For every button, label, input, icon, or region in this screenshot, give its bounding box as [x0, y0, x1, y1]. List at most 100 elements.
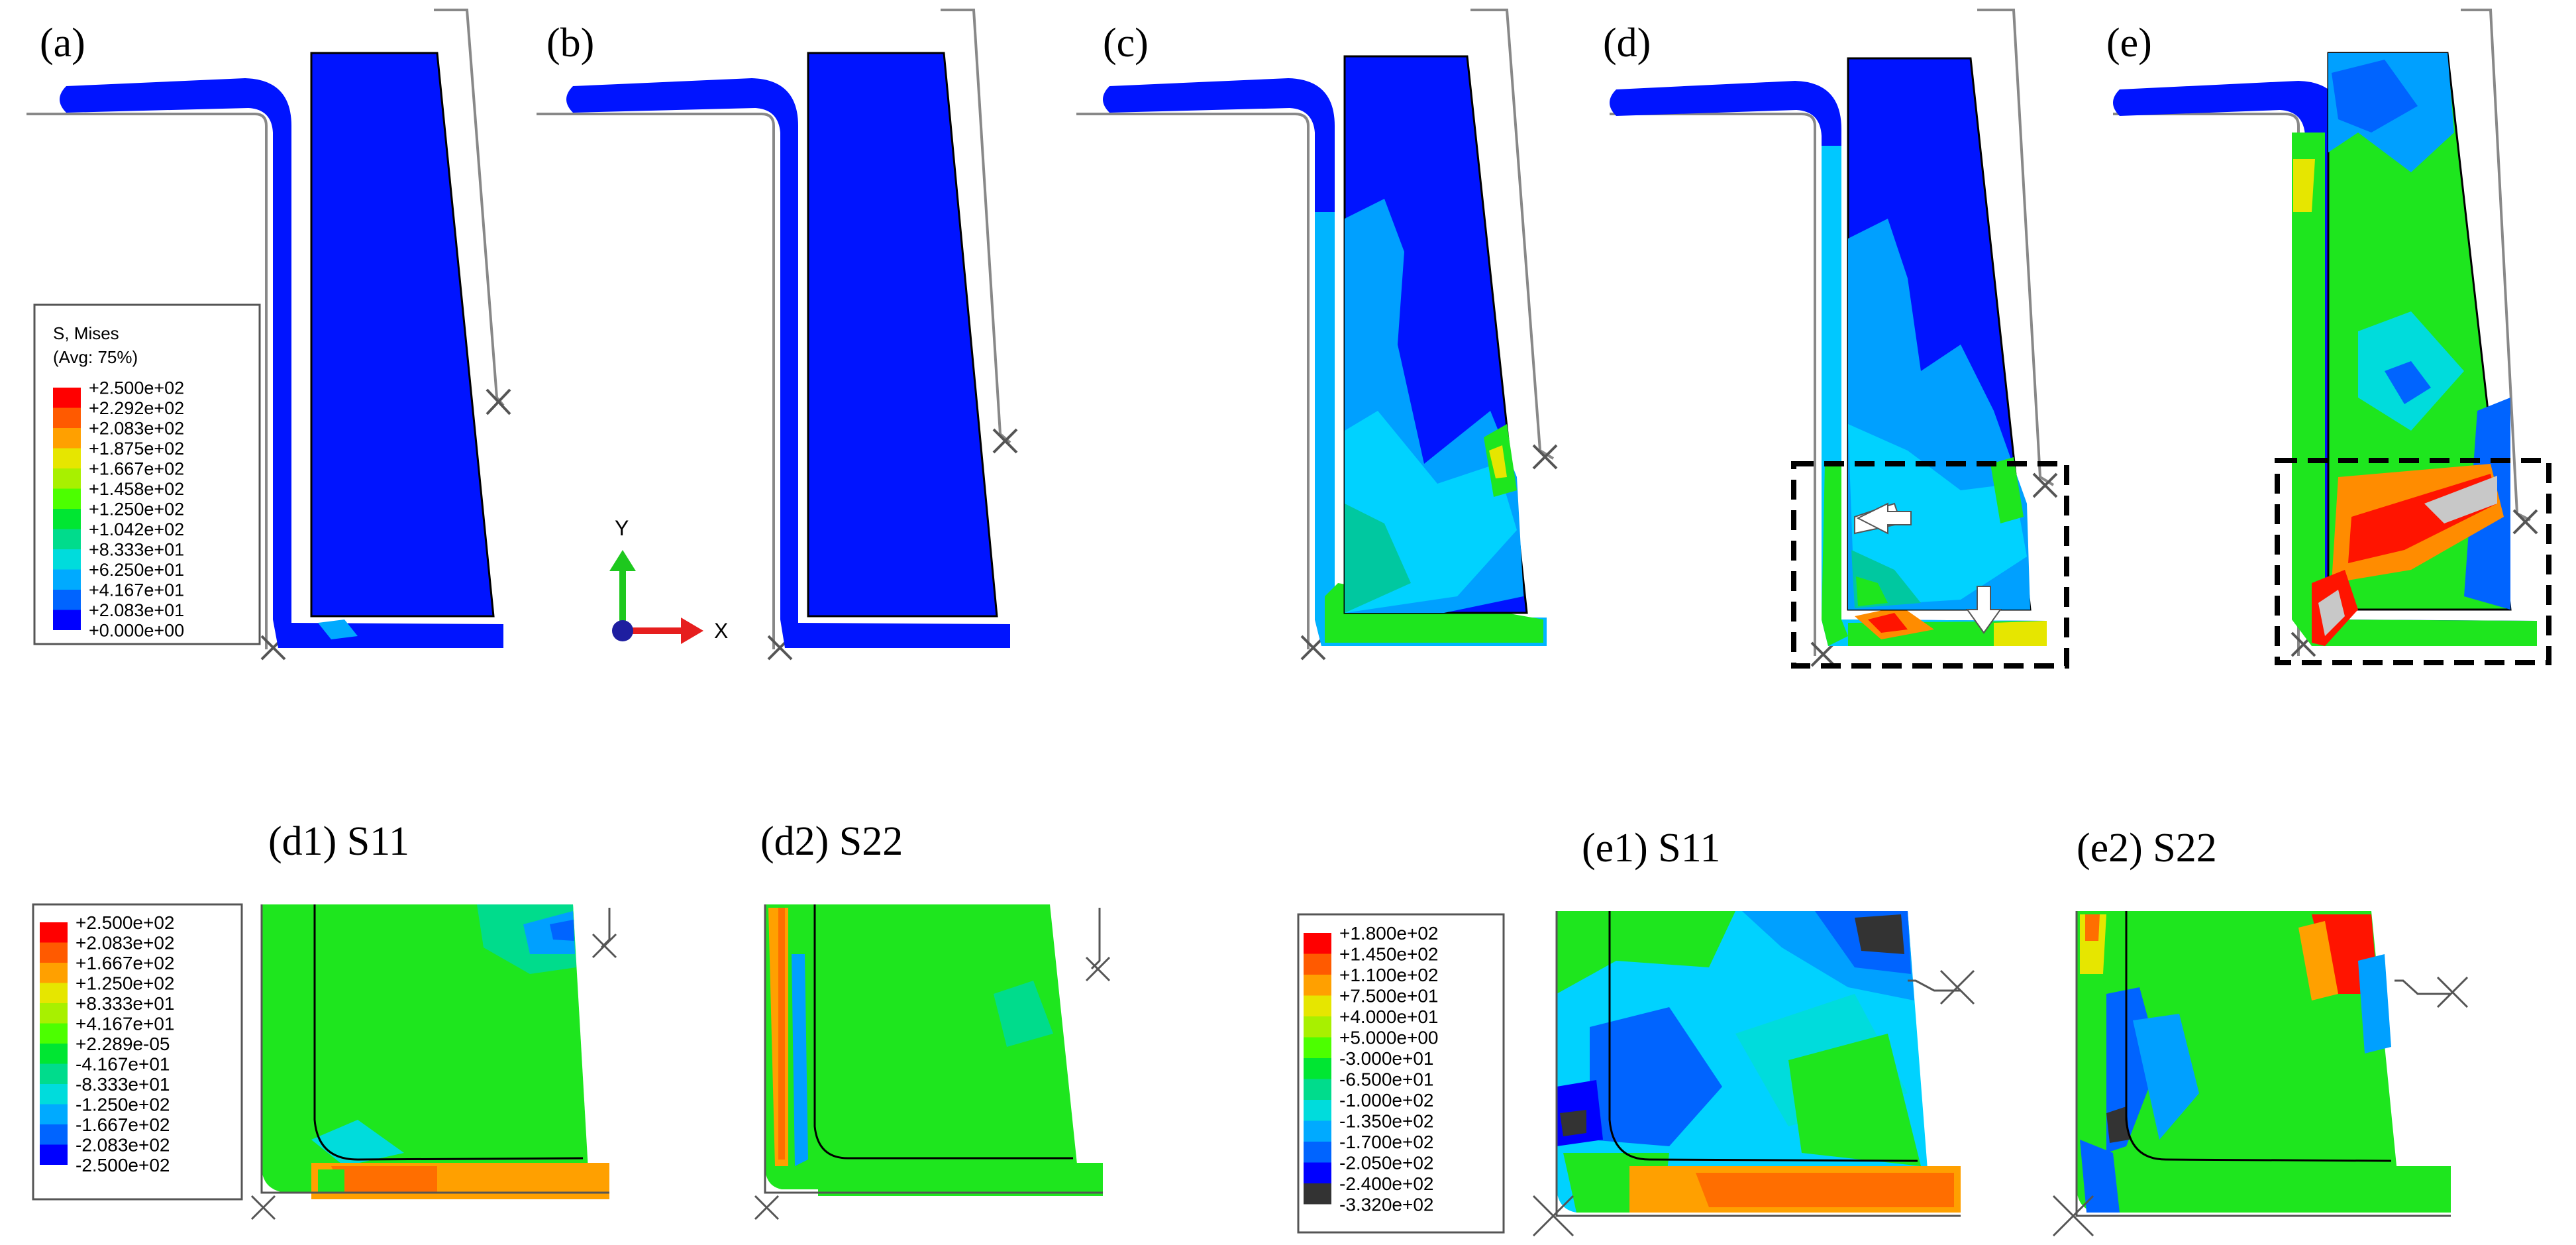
panel-d-contour-red [1868, 613, 1908, 633]
legend-mises-value: +1.458e+02 [89, 479, 184, 499]
panel-b-die-line [941, 9, 1011, 444]
panel-e1-label: (e1) S11 [1582, 826, 1721, 871]
panel-a: (a) [26, 9, 511, 661]
legend-mises-swatch [53, 488, 81, 509]
legend-mises: S, Mises (Avg: 75%) +2.500e+02+2.292e+02… [33, 303, 261, 645]
legend-d-value: -1.250e+02 [76, 1094, 170, 1114]
panel-e1: (e1) S11 [1532, 826, 1975, 1237]
panel-c: (c) [1076, 9, 1558, 661]
panel-e2: (e2) S22 [2052, 826, 2469, 1237]
legend-mises-subtitle: (Avg: 75%) [53, 347, 138, 367]
legend-d-swatch [40, 1023, 68, 1044]
panel-e2-sheet-outline [2075, 911, 2451, 1217]
legend-d-swatch [40, 1003, 68, 1024]
panel-e2-contour-orange-right [2298, 921, 2338, 1001]
panel-d1-contour-blue [550, 920, 574, 941]
panel-e1-node-marker [1939, 969, 1975, 1005]
panel-e-contour-blue-spot [2385, 361, 2431, 404]
legend-mises-swatch [53, 590, 81, 610]
legend-mises-value: +1.667e+02 [89, 459, 184, 478]
legend-mises-swatch [53, 529, 81, 549]
legend-mises-value: +1.250e+02 [89, 499, 184, 519]
panel-d2-die-line [1090, 908, 1101, 970]
legend-mises-swatch [53, 509, 81, 529]
panel-d2-label: (d2) S22 [760, 819, 903, 864]
legend-d-swatch [40, 1063, 68, 1084]
legend-d-value: +1.667e+02 [76, 953, 175, 973]
panel-e-sheet-yellow [2293, 159, 2315, 212]
x-axis-arrowhead [681, 618, 703, 644]
panel-d-flange-yellow [1994, 621, 2047, 646]
panel-e2-punch-outline [2125, 911, 2392, 1162]
legend-mises-swatch [53, 610, 81, 630]
panel-d-corner-marker [1810, 641, 1836, 667]
legend-mises-swatch [53, 428, 81, 449]
panel-e-corner-grey [2318, 590, 2345, 636]
panel-e2-corner-marker [2052, 1195, 2094, 1237]
legend-d-swatch [40, 942, 68, 963]
panel-b-sheet [566, 78, 1010, 648]
legend-mises-values: +2.500e+02+2.292e+02+2.083e+02+1.875e+02… [89, 378, 184, 640]
panel-d2-field [765, 904, 1080, 1189]
legend-d-swatch [40, 1144, 68, 1165]
legend-d-value: +2.289e-05 [76, 1034, 170, 1054]
panel-d-sheet-contour-green [1822, 464, 1848, 646]
panel-d-label: (d) [1603, 21, 1651, 66]
legend-d-value: +2.500e+02 [76, 912, 175, 933]
panel-b: (b) [537, 9, 1018, 661]
axes-triad: Y X [609, 516, 728, 644]
legend-mises-value: +1.875e+02 [89, 439, 184, 459]
panel-e-guide-line [2113, 113, 2300, 656]
panel-e1-flange-red [1696, 1173, 1954, 1207]
panel-a-node-marker [486, 388, 511, 415]
legend-e-value: +1.100e+02 [1339, 965, 1439, 985]
legend-d-value: -1.667e+02 [76, 1114, 170, 1135]
legend-e-swatch [1304, 953, 1331, 975]
panel-c-node-marker [1532, 444, 1558, 470]
panel-d: (d) [1603, 9, 2069, 669]
legend-mises-value: +0.000e+00 [89, 620, 184, 640]
panel-e-contour-grey [2424, 476, 2497, 523]
panel-d1-contour-lightblue [523, 911, 575, 954]
panel-e2-node-marker [2436, 976, 2469, 1008]
panel-e2-corner-blue [2080, 1140, 2120, 1213]
panel-e2-label: (e2) S22 [2077, 826, 2217, 871]
legend-e-swatch [1304, 995, 1331, 1016]
panel-d1-field [262, 904, 590, 1193]
panel-d2-flange [818, 1163, 1103, 1196]
legend-e-swatch [1304, 1120, 1331, 1142]
legend-e-value: -1.000e+02 [1339, 1090, 1433, 1110]
legend-d-values: +2.500e+02+2.083e+02+1.667e+02+1.250e+02… [76, 912, 175, 1175]
panel-e2-contour-lightblue [2133, 1014, 2199, 1140]
panel-e1-sheet-outline [1555, 911, 1961, 1217]
legend-e-value: -1.350e+02 [1339, 1110, 1433, 1131]
legend-e-value: +1.800e+02 [1339, 923, 1439, 944]
legend-mises-swatch [53, 407, 81, 428]
panel-e2-contour-dark [2106, 1107, 2130, 1143]
panel-d-arrow-down [1966, 586, 2002, 634]
legend-mises-value: +2.083e+02 [89, 418, 184, 438]
legend-e-value: +5.000e+00 [1339, 1027, 1439, 1048]
legend-d-swatches [40, 922, 68, 1165]
legend-d-swatch [40, 963, 68, 983]
y-axis-arrowhead [609, 550, 636, 571]
panel-b-label: (b) [546, 21, 594, 66]
legend-e-swatch [1304, 933, 1331, 954]
legend-mises-title: S, Mises [53, 323, 119, 343]
panel-d1: (d1) S11 [250, 819, 617, 1220]
legend-e-swatch [1304, 1079, 1331, 1100]
panel-d2-punch-outline [813, 904, 1073, 1160]
legend-e-swatch [1304, 1058, 1331, 1079]
axes-origin [612, 620, 633, 641]
panel-a-punch [310, 52, 495, 618]
legend-mises-value: +4.167e+01 [89, 580, 184, 600]
legend-e-swatches [1304, 933, 1331, 1205]
legend-mises-value: +6.250e+01 [89, 560, 184, 580]
legend-e-swatch [1304, 1037, 1331, 1058]
legend-mises-swatch [53, 448, 81, 468]
legend-e-value: -3.320e+02 [1339, 1194, 1433, 1215]
panel-d2-contour-blue [792, 954, 808, 1166]
panel-c-label: (c) [1103, 21, 1149, 66]
legend-d: +2.500e+02+2.083e+02+1.667e+02+1.250e+02… [32, 903, 243, 1201]
panel-e2-die-line [2395, 979, 2451, 995]
